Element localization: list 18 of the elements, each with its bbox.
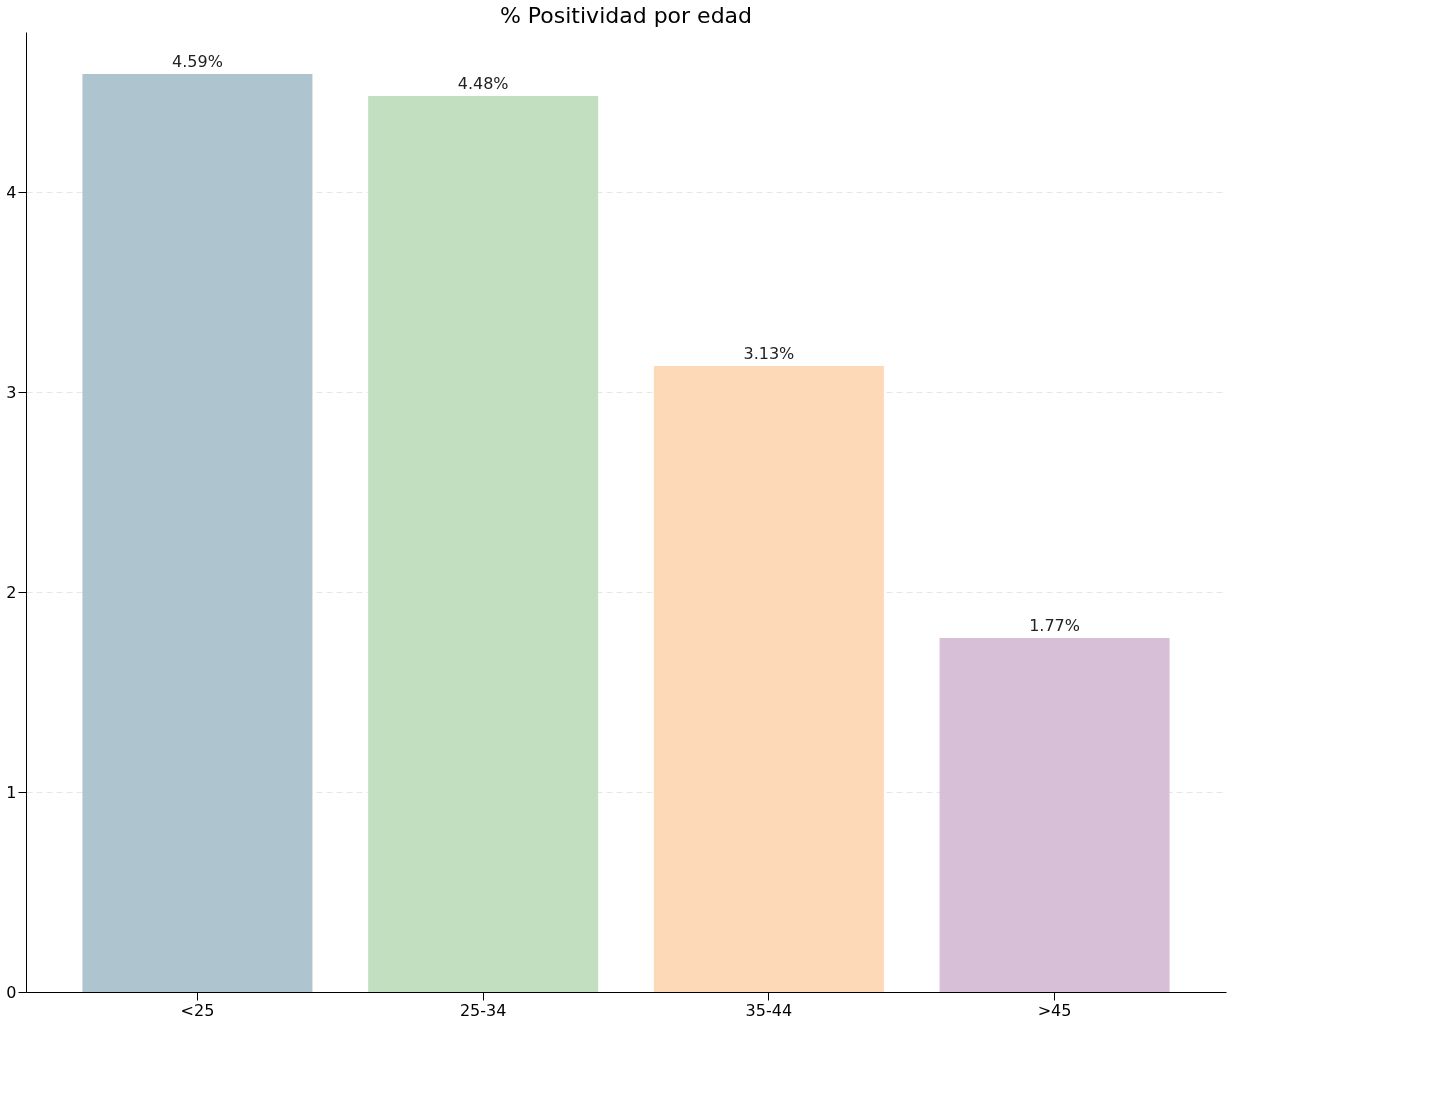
bar (368, 96, 599, 992)
bar (653, 366, 884, 992)
y-tick-label: 0 (6, 982, 17, 1002)
x-tick-label: 25-34 (459, 1000, 507, 1020)
x-tick-label: >45 (1037, 1000, 1072, 1020)
y-tick-label: 1 (6, 782, 17, 802)
y-tick-label: 4 (6, 182, 17, 202)
x-tick-label: 35-44 (745, 1000, 793, 1020)
data-label: 1.77% (1029, 616, 1080, 635)
data-label: 4.59% (172, 52, 223, 71)
bar (82, 74, 313, 992)
bar (939, 638, 1170, 992)
chart-title: % Positividad por edad (499, 3, 753, 28)
y-tick-label: 2 (6, 582, 17, 602)
data-label: 4.48% (457, 74, 509, 93)
x-tick-label: <25 (180, 1000, 215, 1020)
y-tick-label: 3 (6, 382, 17, 402)
data-label: 3.13% (743, 344, 795, 363)
